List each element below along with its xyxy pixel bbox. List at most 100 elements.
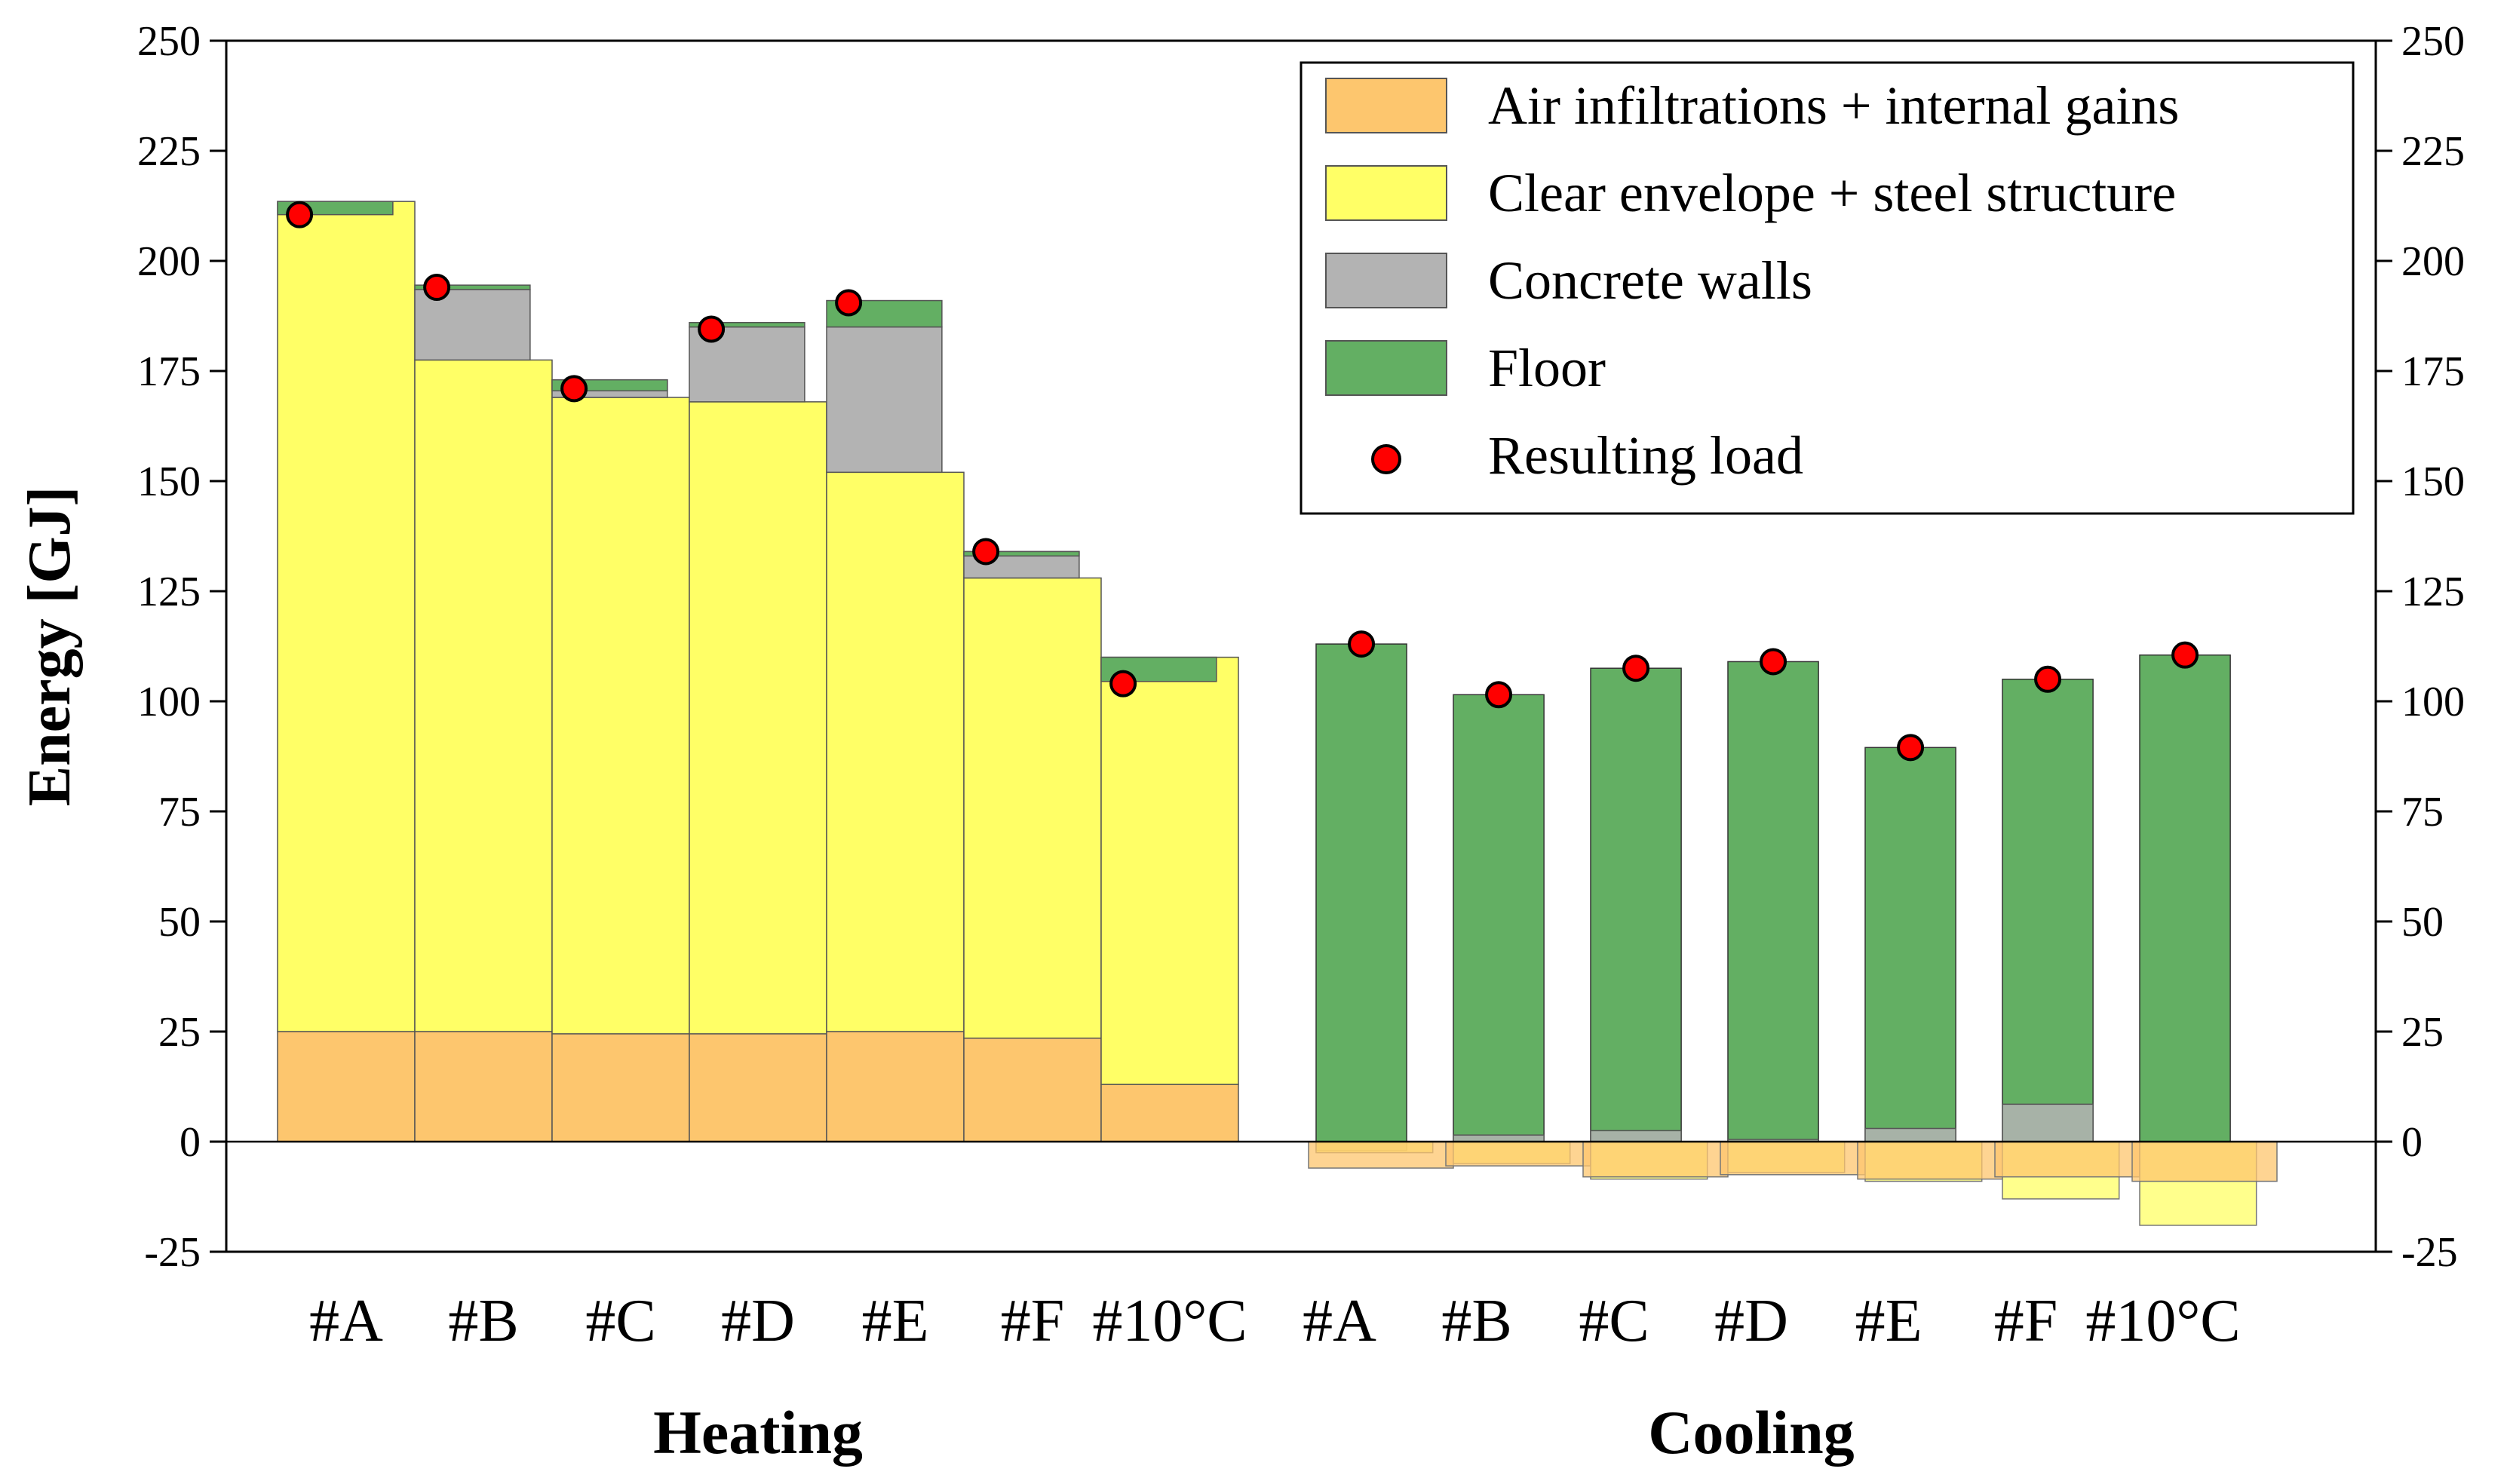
resulting-load-marker [972, 538, 1000, 566]
legend-label: Concrete walls [1488, 250, 1812, 311]
bar-heating-air [551, 1033, 690, 1142]
bar-cooling-concrete [2002, 1103, 2094, 1142]
y-tick-label-right: 50 [2401, 899, 2444, 946]
bar-cooling-concrete [1590, 1130, 1682, 1142]
y-tick-label-right: 75 [2401, 789, 2444, 836]
bar-heating-air [277, 1031, 416, 1142]
y-tick-label-left: 100 [137, 679, 201, 725]
legend-box [1300, 61, 2355, 515]
legend-swatch [1325, 340, 1447, 396]
resulting-load-marker [2034, 665, 2062, 693]
y-tick-label-left: -25 [144, 1229, 201, 1276]
category-label: #D [721, 1288, 795, 1354]
y-tick-label-left: 225 [137, 128, 201, 175]
legend-label: Air infiltrations + internal gains [1488, 75, 2179, 136]
category-label: #D [1714, 1288, 1788, 1354]
y-tick-label-left: 25 [158, 1009, 201, 1056]
bar-cooling-air [1308, 1141, 1454, 1169]
y-tick-label-right: 25 [2401, 1009, 2444, 1056]
category-label: #E [862, 1288, 929, 1354]
bar-heating-floor [1100, 656, 1217, 682]
legend-swatch [1325, 253, 1447, 308]
bar-heating-envelope [689, 401, 827, 1035]
axes-layer: -25 -25 0 0 25 25 50 50 75 75 100 100 125 125 150 150 17… [137, 18, 2465, 1276]
bar-heating-air [414, 1031, 553, 1142]
bar-cooling-floor [1864, 747, 1956, 1142]
bar-heating-envelope [551, 397, 690, 1035]
category-label: #10°C [1092, 1288, 1247, 1354]
y-tick-label-left: 150 [137, 458, 201, 505]
category-label: #B [1441, 1288, 1511, 1354]
bar-heating-envelope [414, 359, 553, 1032]
bar-cooling-concrete [1864, 1127, 1956, 1142]
y-tick-label-right: 0 [2401, 1119, 2423, 1166]
bar-heating-concrete [826, 326, 943, 474]
bar-heating-air [963, 1038, 1102, 1142]
resulting-load-marker [423, 274, 451, 302]
resulting-load-marker [1109, 670, 1137, 698]
y-tick-label-right: 200 [2401, 238, 2465, 285]
y-tick-label-right: 225 [2401, 128, 2465, 175]
legend-label: Clear envelope + steel structure [1488, 163, 2176, 223]
y-tick-label-left: 75 [158, 789, 201, 836]
bar-cooling-floor [1727, 661, 1819, 1142]
bar-cooling-floor [1590, 667, 1682, 1142]
y-tick-label-left: 0 [180, 1119, 201, 1166]
bar-heating-floor [414, 284, 531, 290]
resulting-load-marker [1348, 630, 1376, 658]
bar-heating-envelope [277, 201, 416, 1032]
resulting-load-marker [698, 315, 726, 343]
category-label: #A [309, 1288, 383, 1354]
legend-swatch [1325, 165, 1447, 221]
resulting-load-marker [1622, 655, 1650, 682]
y-tick-label-left: 125 [137, 569, 201, 615]
legend-swatch [1325, 78, 1447, 133]
category-label: #10°C [2085, 1288, 2240, 1354]
bar-cooling-air [1994, 1141, 2140, 1178]
resulting-load-marker [1897, 734, 1925, 762]
plot-frame [225, 39, 2377, 1253]
y-tick-label-right: 100 [2401, 679, 2465, 725]
bar-heating-floor [689, 322, 805, 328]
bar-cooling-floor [1315, 643, 1407, 1142]
bar-cooling-air [2131, 1141, 2278, 1182]
bar-cooling-floor [2139, 654, 2231, 1142]
category-label: #A [1303, 1288, 1376, 1354]
bar-heating-concrete [414, 289, 531, 361]
category-label: #B [448, 1288, 518, 1354]
y-tick-label-right: 250 [2401, 18, 2465, 65]
bars-layer [277, 201, 2278, 1226]
resulting-load-marker [1760, 648, 1787, 676]
markers-layer [286, 201, 2199, 762]
bar-cooling-air [1445, 1141, 1591, 1167]
legend-label: Resulting load [1488, 425, 1803, 486]
group-label-heating: Heating [653, 1398, 863, 1467]
group-label-cooling: Cooling [1648, 1398, 1854, 1467]
y-tick-label-right: 175 [2401, 348, 2465, 395]
bar-heating-envelope [826, 471, 965, 1032]
y-tick-label-right: -25 [2401, 1229, 2458, 1276]
bar-heating-envelope [963, 577, 1102, 1039]
y-tick-label-left: 175 [137, 348, 201, 395]
legend-label: Floor [1488, 338, 1606, 398]
y-tick-label-right: 150 [2401, 458, 2465, 505]
bar-heating-floor [963, 550, 1080, 557]
bar-heating-envelope [1100, 656, 1239, 1085]
category-label: #F [1994, 1288, 2058, 1354]
resulting-load-marker [1485, 681, 1513, 709]
category-label: #F [1001, 1288, 1065, 1354]
bar-heating-air [826, 1031, 965, 1142]
bar-cooling-air [1720, 1141, 1866, 1176]
resulting-load-marker [835, 289, 863, 317]
y-tick-label-left: 200 [137, 238, 201, 285]
legend: Air infiltrations + internal gains Clear … [1300, 61, 2355, 515]
y-tick-label-right: 125 [2401, 569, 2465, 615]
category-label: #C [585, 1288, 655, 1354]
bar-cooling-floor [1453, 694, 1545, 1142]
bar-cooling-floor [2002, 679, 2094, 1142]
bar-cooling-air [1857, 1141, 2003, 1180]
category-label: #E [1855, 1288, 1922, 1354]
y-axis-title: Energy [GJ] [17, 486, 83, 806]
bar-heating-air [1100, 1084, 1239, 1142]
